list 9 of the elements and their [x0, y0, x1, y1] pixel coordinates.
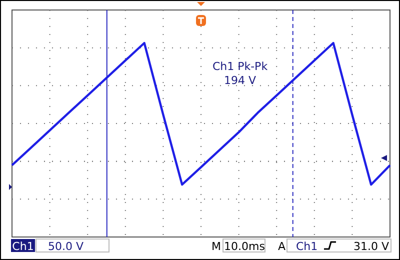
text: A [278, 240, 286, 253]
annotation: Ch1 Pk-Pk [212, 60, 268, 73]
text: Ch1 [296, 240, 318, 253]
annotation: 194 V [224, 74, 256, 87]
text: M [212, 240, 221, 253]
text: Ch1 [12, 240, 34, 253]
text: 50.0 V [48, 240, 84, 253]
text: 10.0ms [224, 240, 266, 253]
text: 31.0 V [353, 240, 390, 253]
